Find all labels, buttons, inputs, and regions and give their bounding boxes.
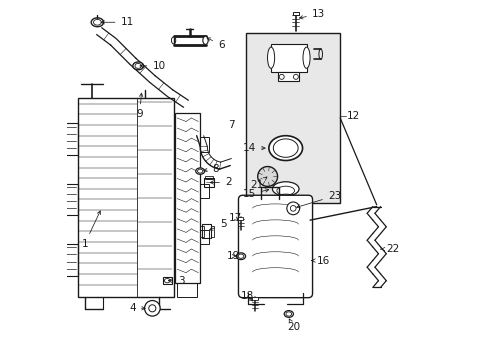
Bar	[278, 72, 299, 81]
Ellipse shape	[284, 311, 293, 318]
Circle shape	[286, 202, 299, 215]
Circle shape	[290, 206, 295, 211]
Text: 3: 3	[168, 276, 184, 286]
Bar	[63, 123, 78, 155]
Text: 8: 8	[203, 164, 219, 174]
Bar	[238, 217, 243, 220]
Bar	[63, 244, 78, 276]
Text: 22: 22	[380, 244, 399, 254]
Circle shape	[148, 305, 156, 312]
Bar	[252, 297, 258, 300]
Text: 15: 15	[242, 189, 268, 199]
Bar	[203, 178, 214, 187]
Ellipse shape	[195, 168, 204, 174]
Text: 17: 17	[228, 213, 241, 223]
Bar	[270, 44, 306, 72]
Bar	[200, 230, 209, 244]
Ellipse shape	[91, 18, 103, 27]
FancyBboxPatch shape	[238, 195, 312, 298]
Ellipse shape	[268, 136, 302, 161]
Text: 19: 19	[226, 251, 240, 261]
Bar	[204, 176, 213, 179]
Circle shape	[279, 75, 284, 79]
Ellipse shape	[273, 139, 298, 157]
Text: 9: 9	[136, 93, 142, 120]
Bar	[200, 138, 209, 152]
Ellipse shape	[236, 253, 245, 260]
Text: 4: 4	[129, 303, 145, 313]
Text: 21: 21	[249, 177, 266, 190]
Bar	[292, 12, 298, 15]
Text: 14: 14	[242, 143, 264, 153]
Bar	[200, 184, 209, 198]
Text: 12: 12	[346, 111, 360, 121]
Ellipse shape	[203, 36, 208, 44]
Text: 23: 23	[296, 191, 340, 208]
Text: 16: 16	[311, 256, 330, 266]
Circle shape	[293, 75, 298, 79]
Text: 5: 5	[209, 219, 226, 230]
Text: 20: 20	[286, 319, 300, 332]
Bar	[246, 33, 340, 203]
Text: 2: 2	[210, 177, 231, 188]
Bar	[177, 283, 196, 297]
Bar	[200, 226, 203, 237]
Ellipse shape	[272, 182, 298, 196]
Text: 18: 18	[241, 291, 254, 301]
Bar	[63, 184, 78, 215]
Text: 6: 6	[206, 38, 224, 50]
Bar	[202, 224, 210, 238]
Text: 1: 1	[81, 211, 100, 249]
Bar	[78, 99, 173, 297]
Bar	[210, 226, 214, 237]
Circle shape	[257, 167, 277, 186]
Ellipse shape	[267, 47, 274, 68]
Text: 13: 13	[299, 9, 325, 19]
Bar	[163, 278, 171, 284]
Circle shape	[144, 301, 160, 316]
Text: 10: 10	[140, 61, 165, 71]
Ellipse shape	[133, 62, 143, 70]
Ellipse shape	[303, 47, 309, 68]
Bar	[175, 113, 200, 283]
Text: 11: 11	[101, 17, 133, 27]
Text: 7: 7	[228, 120, 235, 130]
